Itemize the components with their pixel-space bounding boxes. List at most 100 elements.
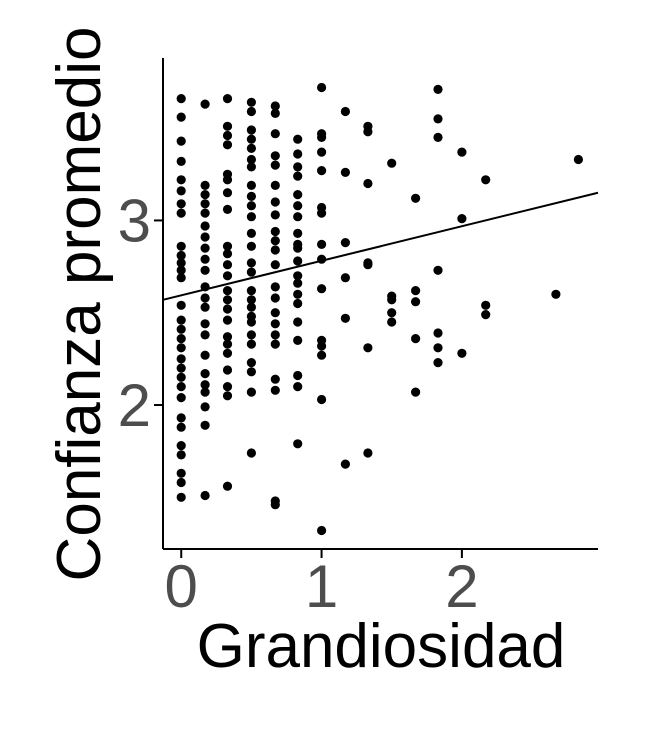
data-point [573,154,584,165]
data-point [222,188,233,198]
data-point [270,330,280,340]
data-point [246,106,256,117]
data-point [270,197,280,207]
data-point [481,310,491,320]
data-point [246,258,256,268]
data-point [176,393,186,403]
data-point [222,365,233,375]
data-point [222,382,233,392]
data-point [457,147,467,157]
data-point [433,132,443,142]
data-point [176,241,186,251]
x-tick-label: 0 [165,553,198,620]
data-point [176,492,186,502]
data-point [270,236,280,246]
data-point [200,319,210,329]
data-point [270,226,280,237]
data-point [246,367,256,377]
data-point [176,343,186,353]
data-point [176,413,186,423]
data-point [246,125,256,135]
data-point [317,82,327,93]
data-point [176,334,186,344]
data-point [246,191,256,201]
data-point [433,343,443,353]
data-point [222,249,233,259]
data-point [222,348,233,358]
data-point [340,273,350,283]
data-point [222,241,233,251]
data-point [246,448,256,458]
data-point [270,339,280,349]
data-point [246,358,256,368]
data-point [176,112,186,122]
data-point [270,129,280,139]
data-point [222,304,233,314]
data-point [317,239,327,249]
y-axis-title: Confianza promedio [45,27,114,582]
data-point [246,302,256,312]
data-point [246,317,256,327]
data-point [411,334,421,344]
data-point [176,258,186,268]
data-point [270,180,280,190]
data-point [317,208,327,218]
data-point [222,121,233,131]
data-point [222,130,233,141]
data-point [293,278,303,288]
data-point [176,441,186,451]
data-point [317,525,327,536]
data-point [200,99,210,109]
data-point [387,158,397,168]
data-point [293,335,303,345]
data-point [270,151,280,161]
data-point [176,468,186,478]
data-point [222,286,233,296]
x-axis-title: Grandiosidad [197,612,566,681]
data-point [246,212,256,222]
data-point [293,190,303,200]
data-point [457,214,467,224]
data-point [246,387,256,397]
data-point [363,260,373,270]
data-point [246,267,256,277]
data-point [433,84,443,94]
data-point [293,201,303,211]
data-point [176,422,186,432]
data-point [200,243,210,253]
data-point [270,308,280,318]
data-point [200,180,210,190]
data-point [293,134,303,144]
data-point [176,382,186,392]
data-point [317,132,327,142]
data-point [200,208,210,218]
data-point [433,328,443,338]
axis-tick-labels: 0 1 2 2 3 [118,187,479,620]
data-point [246,154,256,165]
y-tick-label: 3 [118,187,151,254]
data-point [340,238,350,248]
data-point [246,295,256,305]
data-point [551,289,561,299]
data-point [222,315,233,325]
data-point [222,332,233,342]
data-point [293,317,303,327]
data-point [270,245,280,255]
data-point [270,210,280,220]
data-point [176,175,186,185]
axis-ticks [154,219,463,558]
data-point [363,178,373,189]
data-point [176,94,186,104]
data-point [387,295,397,305]
data-point [363,127,373,137]
data-point [387,317,397,327]
data-point [270,260,280,270]
data-point [200,350,210,360]
data-point [176,315,186,325]
data-point [176,186,186,196]
data-point [176,265,186,275]
x-tick-label: 1 [305,553,338,620]
data-point [270,101,280,111]
data-point [411,193,421,203]
data-point [246,97,256,107]
